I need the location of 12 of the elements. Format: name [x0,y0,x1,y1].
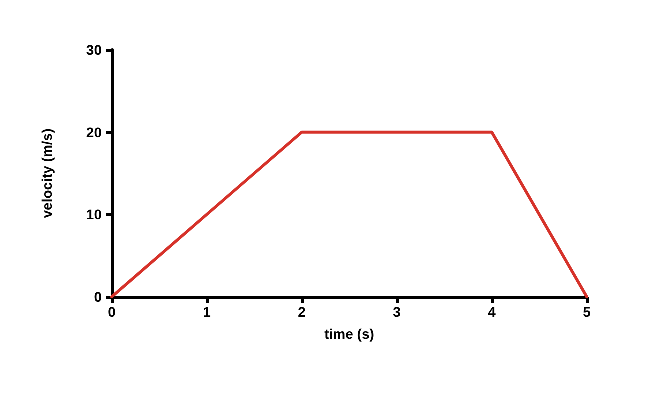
y-tick-label: 30 [86,42,102,58]
x-tick-label: 3 [393,304,402,320]
x-tick-label: 0 [108,304,116,320]
x-tick-label: 2 [298,304,306,320]
x-axis-title: time (s) [324,326,374,342]
x-tick-label: 1 [203,304,212,320]
y-tick-label: 0 [94,289,102,305]
y-axis-title: velocity (m/s) [39,128,55,218]
x-tick-label: 4 [488,304,496,320]
y-tick-label: 10 [86,206,102,223]
y-tick-label: 20 [86,124,102,140]
x-tick-label: 5 [583,304,592,320]
